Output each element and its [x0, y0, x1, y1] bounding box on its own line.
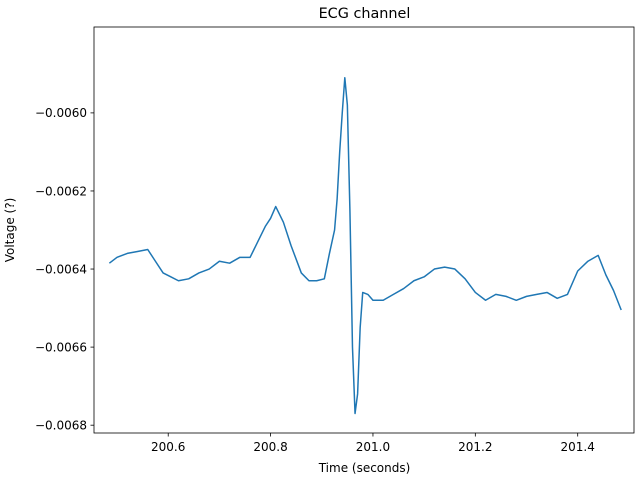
plot-frame: [93, 26, 635, 434]
x-axis: 200.6 200.8 201.0 201.2 201.4: [151, 433, 595, 454]
x-tick-label: 201.2: [458, 440, 492, 454]
plot-area: [108, 77, 622, 415]
chart-title: ECG channel: [319, 6, 411, 22]
x-tick-label: 201.0: [356, 440, 390, 454]
x-tick-label: 200.6: [151, 440, 185, 454]
x-tick-label: 201.4: [561, 440, 595, 454]
y-tick-label: −0.0066: [35, 340, 87, 354]
y-axis: −0.0068 −0.0066 −0.0064 −0.0062 −0.0060: [35, 106, 94, 432]
y-tick-label: −0.0068: [35, 418, 87, 432]
y-tick-label: −0.0064: [35, 262, 87, 276]
ecg-series-line: [108, 77, 622, 415]
y-tick-label: −0.0062: [35, 184, 87, 198]
y-tick-label: −0.0060: [35, 106, 87, 120]
x-axis-title: Time (seconds): [318, 461, 411, 475]
y-axis-title: Voltage (?): [3, 198, 17, 263]
x-tick-label: 200.8: [253, 440, 287, 454]
